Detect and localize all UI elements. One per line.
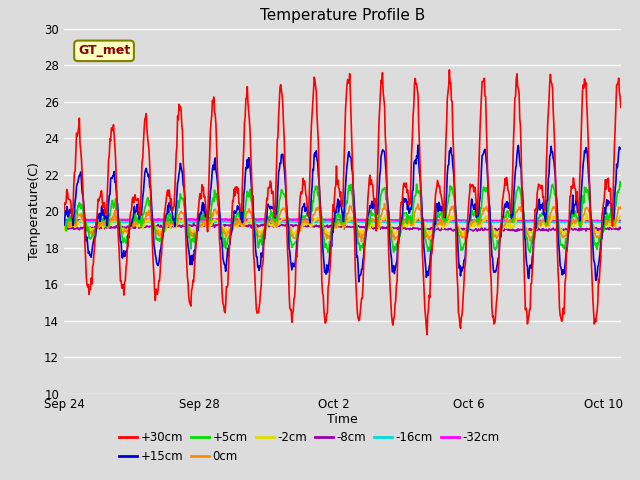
-8cm — [190, 220, 198, 226]
-16cm — [617, 219, 625, 225]
Line: -2cm: -2cm — [64, 214, 621, 236]
+15cm — [60, 222, 68, 228]
Line: +5cm: +5cm — [64, 181, 621, 252]
-16cm — [384, 219, 392, 225]
-32cm — [399, 217, 406, 223]
+30cm — [423, 332, 431, 337]
+5cm — [94, 220, 102, 226]
-32cm — [617, 218, 625, 224]
+5cm — [616, 179, 624, 184]
-32cm — [60, 217, 68, 223]
Y-axis label: Temperature(C): Temperature(C) — [28, 162, 42, 260]
+30cm — [445, 67, 453, 73]
-2cm — [583, 211, 591, 217]
-2cm — [415, 216, 423, 221]
0cm — [358, 239, 365, 245]
+5cm — [540, 211, 548, 216]
0cm — [381, 201, 388, 206]
+15cm — [541, 215, 548, 220]
0cm — [416, 206, 424, 212]
-16cm — [415, 219, 423, 225]
0cm — [94, 222, 102, 228]
+30cm — [415, 121, 422, 127]
-16cm — [94, 219, 102, 225]
-16cm — [483, 219, 491, 225]
Legend: +30cm, +15cm, +5cm, 0cm, -2cm, -8cm, -16cm, -32cm: +30cm, +15cm, +5cm, 0cm, -2cm, -8cm, -16… — [115, 427, 504, 468]
-32cm — [384, 217, 392, 223]
+30cm — [484, 173, 492, 179]
-2cm — [358, 233, 366, 239]
Text: GT_met: GT_met — [78, 44, 130, 57]
-8cm — [617, 224, 625, 230]
-2cm — [617, 214, 625, 219]
-2cm — [60, 228, 68, 233]
+30cm — [398, 201, 406, 207]
0cm — [385, 215, 392, 221]
-8cm — [541, 227, 548, 233]
-32cm — [540, 218, 548, 224]
+15cm — [617, 146, 625, 152]
X-axis label: Time: Time — [327, 413, 358, 426]
0cm — [60, 222, 68, 228]
Title: Temperature Profile B: Temperature Profile B — [260, 9, 425, 24]
Line: +30cm: +30cm — [64, 70, 621, 335]
+30cm — [383, 201, 391, 206]
0cm — [541, 217, 548, 223]
0cm — [399, 217, 407, 223]
-8cm — [512, 228, 520, 234]
-8cm — [399, 226, 406, 232]
+5cm — [384, 205, 392, 211]
-32cm — [94, 217, 102, 223]
Line: -8cm: -8cm — [64, 223, 621, 231]
+15cm — [399, 210, 406, 216]
Line: -32cm: -32cm — [64, 219, 621, 222]
+15cm — [94, 216, 102, 221]
0cm — [617, 204, 625, 210]
+15cm — [384, 205, 392, 211]
-8cm — [415, 226, 423, 232]
+5cm — [399, 216, 406, 222]
-2cm — [483, 217, 491, 223]
-16cm — [60, 219, 68, 225]
+5cm — [483, 186, 491, 192]
+30cm — [541, 208, 548, 214]
Line: 0cm: 0cm — [64, 204, 621, 242]
+15cm — [414, 142, 422, 148]
-16cm — [399, 218, 406, 224]
-32cm — [209, 216, 216, 222]
-2cm — [540, 220, 548, 226]
+15cm — [416, 174, 424, 180]
+5cm — [617, 183, 625, 189]
-2cm — [384, 217, 392, 223]
-8cm — [483, 227, 491, 232]
-32cm — [543, 219, 551, 225]
+30cm — [617, 105, 625, 110]
-16cm — [310, 220, 317, 226]
-16cm — [540, 219, 548, 225]
+15cm — [355, 279, 363, 285]
Line: +15cm: +15cm — [64, 145, 621, 282]
+5cm — [324, 250, 332, 255]
+5cm — [415, 188, 423, 193]
-8cm — [60, 225, 68, 231]
+30cm — [60, 207, 68, 213]
+30cm — [94, 196, 102, 202]
-32cm — [483, 218, 491, 224]
+5cm — [60, 221, 68, 227]
+15cm — [484, 176, 492, 182]
-16cm — [566, 218, 574, 224]
-2cm — [94, 225, 102, 231]
Line: -16cm: -16cm — [64, 221, 621, 223]
-8cm — [384, 225, 392, 231]
0cm — [484, 209, 492, 215]
-32cm — [415, 218, 423, 224]
-8cm — [94, 225, 102, 230]
-2cm — [399, 222, 406, 228]
